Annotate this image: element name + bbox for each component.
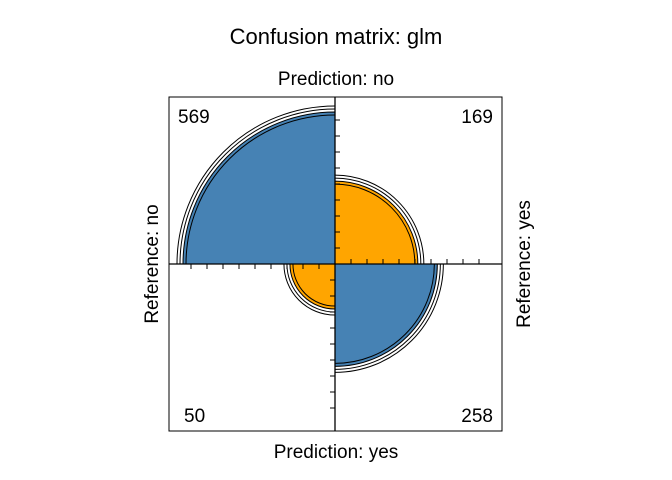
confidence-ring-bottom-right-1 [334,263,441,370]
confidence-ring-bottom-right-2 [334,263,444,373]
axis-ticks [190,119,480,409]
quadrant-wedge-top-right [334,180,419,265]
confidence-ring-top-right-2 [334,174,425,265]
confidence-ring-top-right-1 [334,177,422,265]
quadrant-wedge-bottom-left [289,263,336,310]
quadrant-wedge-bottom-right [334,263,438,367]
confidence-ring-top-left-2 [176,105,336,265]
chart-title: Confusion matrix: glm [230,24,443,49]
confidence-ring-top-left-1 [179,108,336,265]
left-axis-label: Reference: no [142,204,163,323]
count-top-left: 569 [178,107,210,128]
confidence-ring-bottom-left-0 [292,263,336,307]
quadrants-layer [182,111,438,367]
quadrant-wedge-top-left [182,111,336,265]
count-top-right: 169 [461,107,493,128]
top-axis-label: Prediction: no [278,69,394,90]
right-axis-label: Reference: yes [514,200,535,328]
confidence-ring-top-right-0 [334,183,416,265]
count-bottom-right: 258 [461,406,493,427]
confidence-ring-bottom-left-1 [286,263,336,313]
confidence-rings-layer [176,105,444,373]
confidence-ring-bottom-right-0 [334,263,435,364]
confidence-ring-bottom-left-2 [283,263,336,316]
bottom-axis-label: Prediction: yes [274,442,399,463]
confidence-ring-top-left-0 [185,114,336,265]
count-bottom-left: 50 [184,406,205,427]
